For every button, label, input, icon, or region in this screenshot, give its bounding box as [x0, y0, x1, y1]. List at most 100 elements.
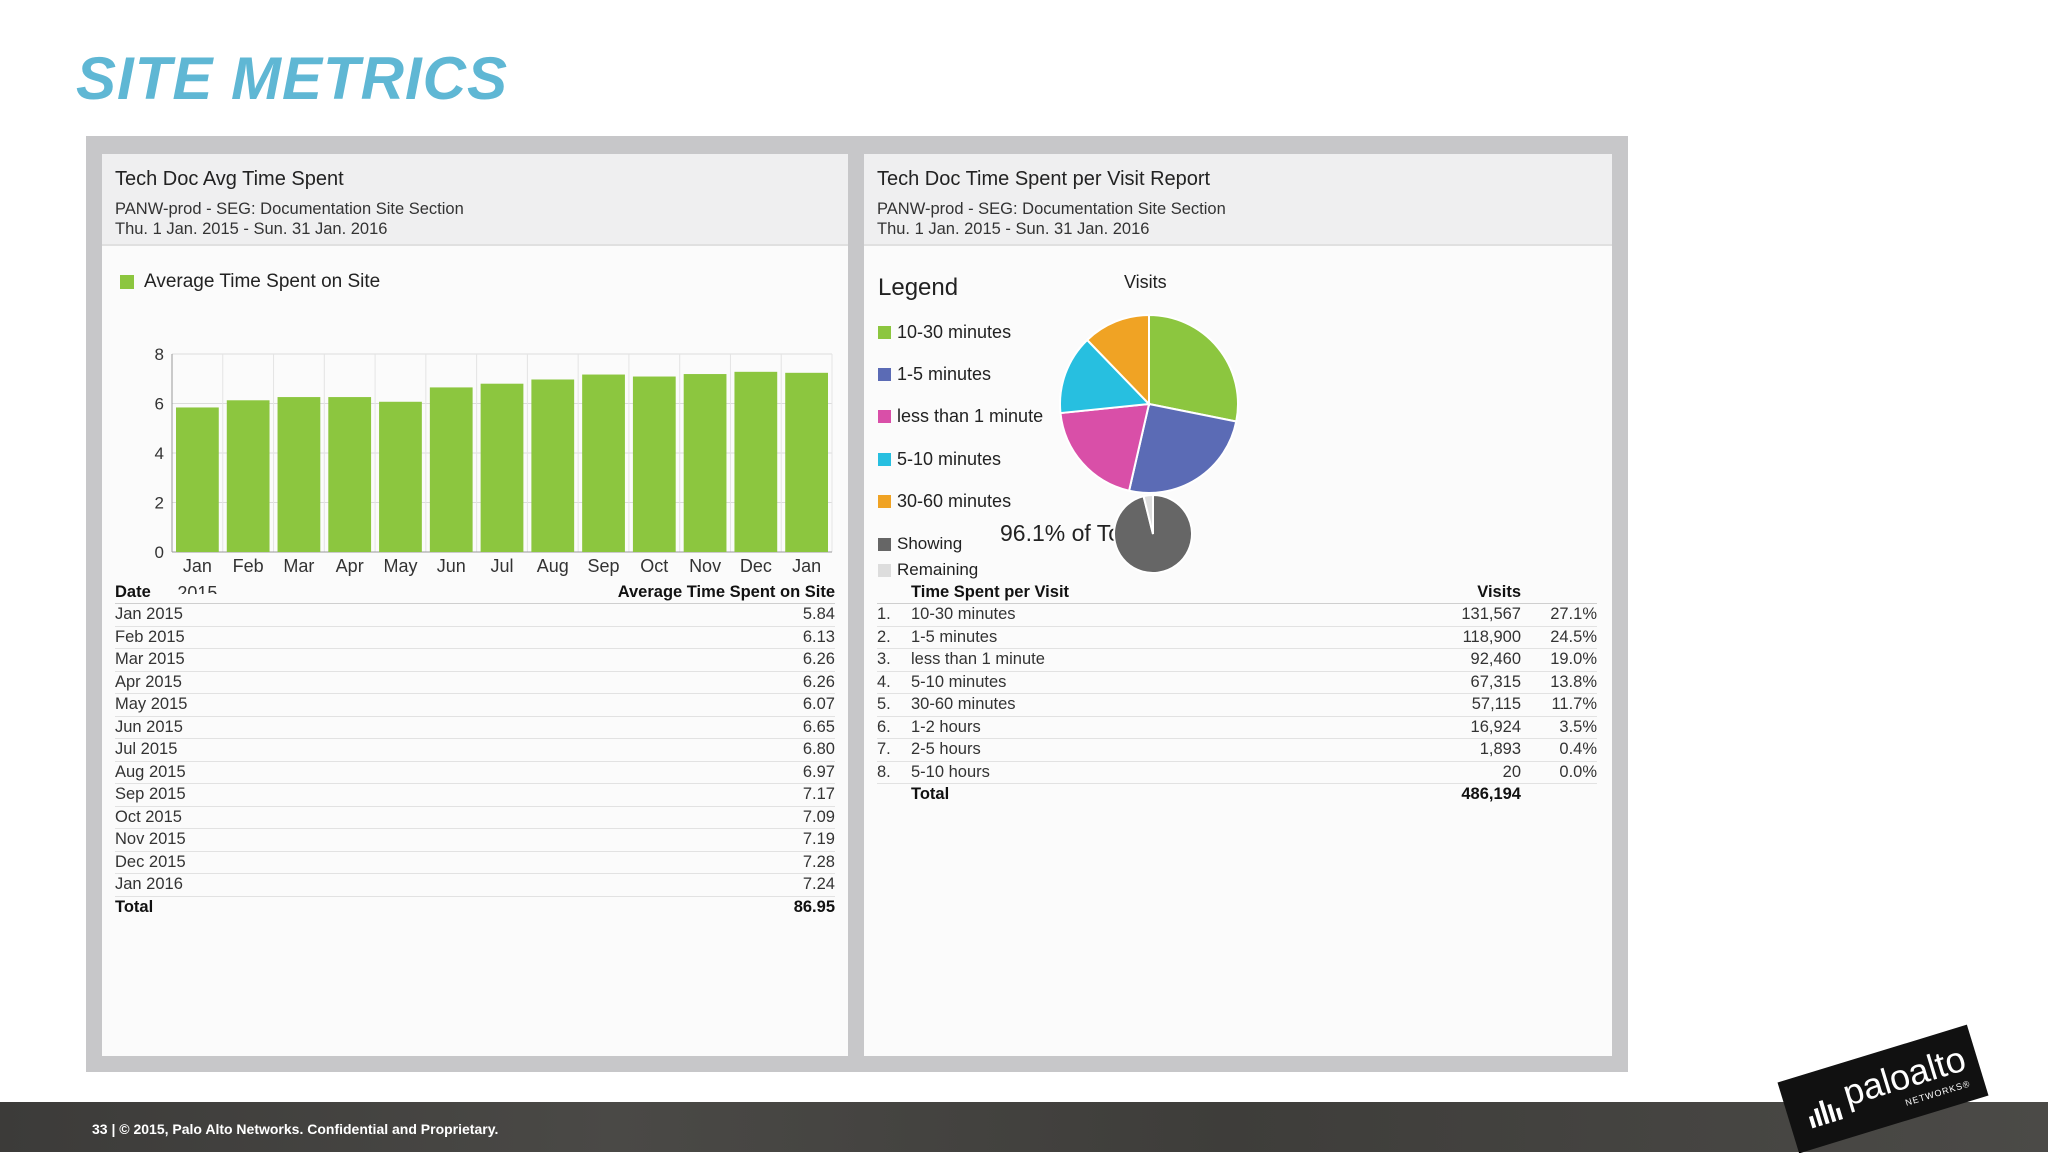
rank-cell: 8. — [877, 761, 911, 784]
avg-time-cell: 6.13 — [295, 626, 835, 649]
avg-time-cell: 5.84 — [295, 603, 835, 627]
visits-cell: 118,900 — [1421, 626, 1521, 649]
table-row: Feb 2015 6.13 — [115, 626, 835, 649]
table-row: Dec 2015 7.28 — [115, 851, 835, 874]
date-cell: Apr 2015 — [115, 671, 296, 694]
pie-chart-title: Visits — [1124, 272, 1167, 292]
table-row: Nov 2015 7.19 — [115, 828, 835, 852]
table-row: Aug 2015 6.97 — [115, 761, 835, 784]
table-row: May 2015 6.07 — [115, 693, 835, 717]
footer-text: 33 | © 2015, Palo Alto Networks. Confide… — [92, 1121, 499, 1137]
bar — [785, 372, 828, 552]
col-header-visits: Visits — [1421, 582, 1521, 604]
visits-cell: 20 — [1421, 761, 1521, 784]
avg-time-cell: 7.09 — [295, 806, 835, 829]
table-row: Jan 2016 7.24 — [115, 873, 835, 897]
total-value: 86.95 — [793, 897, 835, 916]
bar — [176, 407, 219, 552]
percent-cell: 24.5% — [1521, 626, 1597, 649]
pie-legend-item: 1-5 minutes — [878, 364, 991, 385]
date-cell: Feb 2015 — [115, 626, 296, 649]
y-tick-label: 6 — [155, 395, 164, 414]
bar — [582, 374, 625, 552]
bar-legend-swatch — [120, 275, 134, 289]
x-tick-label: Apr — [336, 556, 364, 576]
table-row: Jun 2015 6.65 — [115, 716, 835, 739]
col-header-time-spent: Time Spent per Visit — [911, 582, 1421, 604]
rank-cell: 6. — [877, 716, 911, 739]
pie-legend-item: 10-30 minutes — [878, 322, 1011, 343]
empty-cell — [877, 784, 911, 806]
rank-cell: 5. — [877, 693, 911, 717]
bar — [480, 383, 524, 552]
legend-swatch — [878, 537, 891, 551]
pie-slice — [1085, 313, 1150, 407]
avg-time-cell: 6.26 — [295, 648, 835, 672]
date-cell: Jan 2015 — [115, 603, 296, 627]
legend-swatch — [878, 368, 891, 381]
legend-label: Remaining — [897, 560, 979, 579]
x-tick-label: Oct — [640, 556, 668, 576]
percent-cell: 19.0% — [1521, 648, 1597, 672]
bar-legend: Average Time Spent on Site — [120, 271, 380, 293]
time-spent-cell: 2-5 hours — [911, 738, 1421, 762]
pie-slice — [1127, 402, 1238, 494]
avg-time-cell: 6.80 — [295, 738, 835, 762]
percent-cell: 27.1% — [1521, 603, 1597, 627]
avg-time-panel-segment: PANW-prod - SEG: Documentation Site Sect… — [115, 200, 464, 218]
avg-time-cell: 7.24 — [295, 873, 835, 897]
legend-swatch — [878, 495, 891, 508]
date-cell: Sep 2015 — [115, 783, 296, 807]
bar — [683, 374, 727, 552]
legend-swatch — [878, 453, 891, 466]
time-spent-cell: 5-10 hours — [911, 761, 1421, 784]
table-total-row: Total 86.95 — [115, 896, 835, 918]
pie-slice — [1148, 313, 1239, 423]
rank-cell: 1. — [877, 603, 911, 627]
legend-label: 30-60 minutes — [897, 491, 1012, 511]
legend-label: Showing — [897, 534, 963, 553]
date-cell: Aug 2015 — [115, 761, 296, 784]
avg-time-cell: 6.65 — [295, 716, 835, 739]
date-cell: Mar 2015 — [115, 648, 296, 672]
paloalto-logo: paloalto NETWORKS® — [1777, 1024, 1989, 1153]
table-row: Jan 2015 5.84 — [115, 603, 835, 627]
table-row: 7. 2-5 hours 1,893 0.4% — [877, 738, 1597, 762]
time-spent-cell: 1-2 hours — [911, 716, 1421, 739]
pie-legend-item: less than 1 minute — [878, 406, 1043, 427]
y-tick-label: 0 — [155, 543, 164, 562]
y-tick-label: 8 — [155, 345, 164, 364]
slide-title: SITE METRICS — [76, 45, 509, 112]
col-header-date: Date — [115, 582, 296, 604]
time-spent-cell: 10-30 minutes — [911, 603, 1421, 627]
pie-slice — [1059, 402, 1151, 492]
avg-time-bar-chart: 0 2 4 6 8 Jan Feb Mar Apr May Jun Jul Aug Sep Oct Nov De… — [155, 345, 833, 594]
table-row: Jul 2015 6.80 — [115, 738, 835, 762]
avg-time-cell: 6.26 — [295, 671, 835, 694]
avg-time-panel: Tech Doc Avg Time Spent PANW-prod - SEG:… — [102, 154, 848, 1056]
x-tick-label: Sep — [588, 556, 620, 576]
pie-slice — [1059, 338, 1152, 415]
avg-time-cell: 6.97 — [295, 761, 835, 784]
total-label: Total — [115, 897, 154, 916]
y-tick-label: 4 — [155, 444, 164, 463]
avg-time-panel-title: Tech Doc Avg Time Spent — [115, 168, 344, 190]
time-spent-cell: less than 1 minute — [911, 648, 1421, 672]
legend-label: 5-10 minutes — [897, 449, 1002, 469]
rank-cell: 4. — [877, 671, 911, 694]
visits-pie-chart — [1059, 313, 1239, 574]
percent-cell: 13.8% — [1521, 671, 1597, 694]
date-cell: Jan 2016 — [115, 873, 296, 897]
table-row: 5. 30-60 minutes 57,115 11.7% — [877, 693, 1597, 717]
table-row: Mar 2015 6.26 — [115, 648, 835, 672]
table-row: 8. 5-10 hours 20 0.0% — [877, 761, 1597, 784]
bar — [379, 401, 422, 552]
table-row: Oct 2015 7.09 — [115, 806, 835, 829]
bar — [328, 397, 372, 552]
date-cell: Jul 2015 — [115, 738, 296, 762]
date-cell: Jun 2015 — [115, 716, 296, 739]
bar — [429, 387, 473, 552]
paloalto-logo-icon — [1808, 1100, 1844, 1129]
avg-time-cell: 7.17 — [295, 783, 835, 807]
time-spent-cell: 30-60 minutes — [911, 693, 1421, 717]
